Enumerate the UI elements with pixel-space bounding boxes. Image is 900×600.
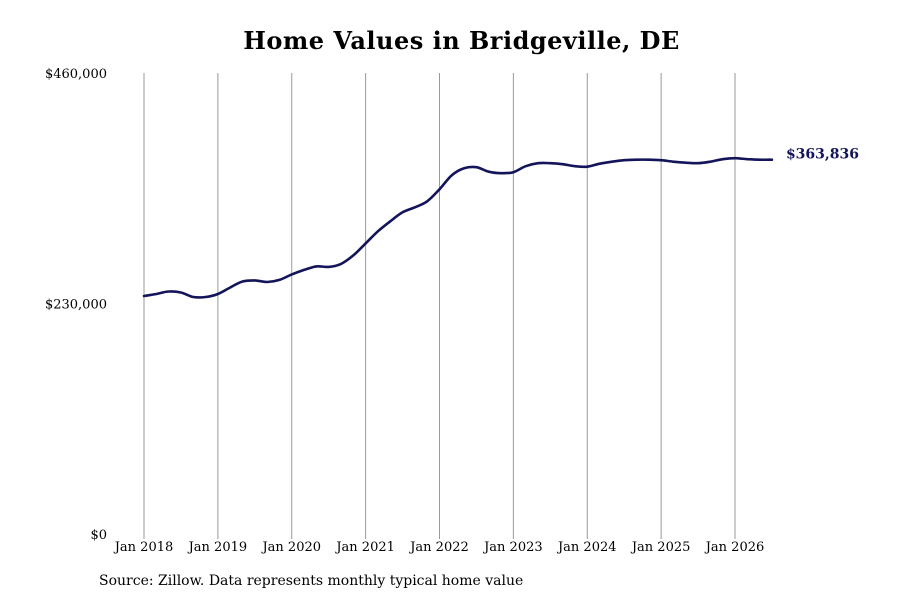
x-tick-label: Jan 2021 [334, 540, 395, 555]
y-tick-label: $0 [90, 528, 107, 543]
x-tick-label: Jan 2018 [113, 540, 174, 555]
x-tick-label: Jan 2025 [630, 540, 691, 555]
y-tick-label: $460,000 [45, 67, 107, 82]
y-axis: $0 $230,000 $460,000 [45, 67, 107, 543]
label-layer: $363,836 [786, 147, 859, 163]
source-note: Source: Zillow. Data represents monthly … [99, 573, 524, 589]
x-tick-label: Jan 2019 [187, 540, 248, 555]
x-tick-label: Jan 2022 [408, 540, 469, 555]
chart-title: Home Values in Bridgeville, DE [243, 26, 680, 55]
grid-layer [143, 73, 736, 539]
x-tick-label: Jan 2024 [556, 540, 617, 555]
series-layer [142, 156, 774, 299]
x-axis: Jan 2018 Jan 2019 Jan 2020 Jan 2021 Jan 2022… [113, 540, 765, 555]
x-tick-label: Jan 2026 [704, 540, 765, 555]
end-value-label: $363,836 [786, 147, 859, 163]
series-line [142, 156, 774, 299]
x-tick-label: Jan 2020 [260, 540, 321, 555]
y-tick-label: $230,000 [45, 298, 107, 313]
x-tick-label: Jan 2023 [482, 540, 543, 555]
